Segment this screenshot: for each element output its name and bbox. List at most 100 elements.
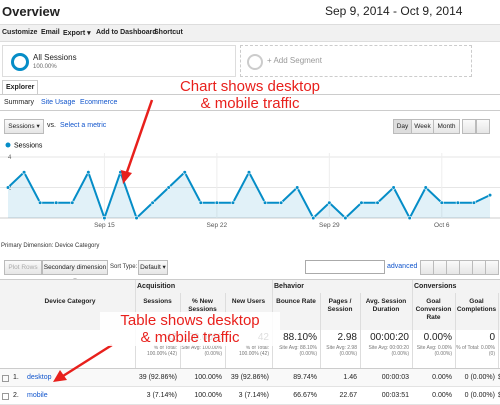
chart: Sessions 2 4 Sep 15 Sep 22 Sep 29 Oct 6 (0, 142, 500, 229)
column-header: % New Sessions (188, 298, 217, 313)
cell: 0 (0.00%) (464, 392, 495, 399)
y-tick-label: 4 (8, 155, 12, 161)
toolbar-item[interactable]: Email (41, 29, 60, 36)
column-header: Avg. Session Duration (365, 298, 407, 313)
column-header: Goal Conversion Rate (415, 298, 452, 321)
toolbar-item[interactable]: Shortcut (154, 29, 183, 36)
table: Acquisition Behavior Conversions Device Cat… (0, 279, 500, 405)
subtab[interactable]: Site Usage (41, 99, 76, 106)
total-note: % of Total: 0.00% (0) (456, 345, 495, 357)
y-tick-label: 2 (8, 186, 12, 192)
annotation-line: Table shows desktop (120, 312, 260, 329)
subtab[interactable]: Ecommerce (80, 99, 118, 106)
total-note: Site Avg: 00:00:20 (0.00%) (368, 345, 410, 357)
point (21, 170, 27, 175)
point (327, 200, 332, 205)
point (391, 185, 396, 190)
cell: $0.00 (0.00%) (498, 374, 500, 381)
cell: 1.46 (343, 374, 357, 381)
point (166, 185, 171, 190)
x-tick-label: Sep 29 (319, 222, 340, 229)
point (487, 193, 493, 198)
cell: 39 (92.86%) (230, 374, 269, 381)
point (407, 215, 412, 221)
area (8, 172, 490, 218)
group-header: Conversions (414, 283, 457, 290)
point (102, 215, 107, 221)
point (439, 200, 444, 205)
divider (0, 110, 500, 111)
device: mobile (27, 392, 48, 399)
add-segment: + Add Segment (267, 56, 322, 65)
column-border (180, 293, 181, 405)
total-value: 88.10% (283, 332, 317, 343)
toolbar: Customize Email Export ▾ Add to Dashboar… (0, 25, 500, 42)
sort-type[interactable]: Default ▾ (138, 260, 168, 275)
tab-label: Explorer (6, 84, 35, 91)
column-header: Goal Completions (456, 298, 497, 313)
column-border (320, 293, 321, 405)
total-note: Site Avg: 0.00% (0.00%) (416, 345, 452, 357)
device: desktop (27, 374, 52, 381)
segment-percent: 100.00% (33, 64, 57, 70)
cell: $0.00 (0.00%) (498, 392, 500, 399)
point (311, 215, 316, 221)
plot-rows[interactable]: Plot Rows (4, 260, 42, 275)
chart-type-button[interactable] (462, 119, 476, 134)
annotation-line: & mobile traffic (140, 329, 240, 346)
metric: Sessions (8, 123, 35, 130)
advanced[interactable]: advanced (387, 263, 418, 270)
total-value: 2.98 (337, 332, 357, 343)
cell: 22.67 (339, 392, 357, 399)
segment-active[interactable]: All Sessions 100.00% (2, 45, 236, 77)
toolbar-item[interactable]: Add to Dashboard (96, 29, 157, 36)
header: Overview Sep 9, 2014 - Oct 9, 2014 (0, 0, 500, 25)
select-metric[interactable]: Select a metric (60, 122, 107, 129)
column-border (455, 293, 456, 405)
total-value: 0 (489, 332, 495, 343)
segment-icon (11, 53, 29, 71)
point (230, 200, 236, 205)
row-number: 2. (13, 392, 19, 399)
sort-label: Sort Type: (110, 264, 138, 270)
value: Device Category (55, 243, 100, 249)
column-header: Device Category (44, 298, 96, 305)
arrow (62, 343, 113, 378)
arrow-head (121, 170, 132, 184)
cell: 66.67% (293, 392, 317, 399)
divider (0, 94, 500, 95)
point (54, 200, 59, 205)
cell: 0.00% (432, 374, 452, 381)
point (423, 185, 428, 190)
point (246, 170, 252, 175)
period-button[interactable]: Day (393, 119, 412, 134)
segment-name: All Sessions (33, 53, 77, 62)
search-box[interactable] (305, 260, 385, 274)
metric-dropdown[interactable]: Sessions ▾ (4, 119, 44, 134)
checkbox (2, 393, 9, 400)
toolbar-item[interactable]: Export ▾ (63, 30, 91, 37)
point (375, 200, 380, 205)
view-button[interactable] (485, 260, 499, 275)
point (279, 200, 284, 205)
period-button[interactable]: Month (433, 119, 460, 134)
tab[interactable]: Explorer (2, 80, 38, 95)
subtab[interactable]: Summary (4, 99, 34, 106)
column-header: New Users (231, 298, 266, 305)
point (70, 200, 75, 205)
cell: 00:03:51 (381, 392, 409, 399)
chart-type-button[interactable] (476, 119, 490, 134)
segment-icon (247, 54, 263, 70)
date-range[interactable]: Sep 9, 2014 - Oct 9, 2014 (325, 4, 463, 18)
point (262, 200, 268, 205)
toolbar-item[interactable]: Customize (2, 29, 38, 36)
secondary-dimension[interactable]: Secondary dimension ▾ (42, 260, 108, 284)
row-border (0, 368, 500, 369)
arrow-head (53, 370, 67, 382)
column-header: Sessions (143, 298, 172, 305)
point (359, 200, 364, 205)
segment-add[interactable]: + Add Segment (240, 45, 472, 77)
row-bg (0, 369, 500, 387)
